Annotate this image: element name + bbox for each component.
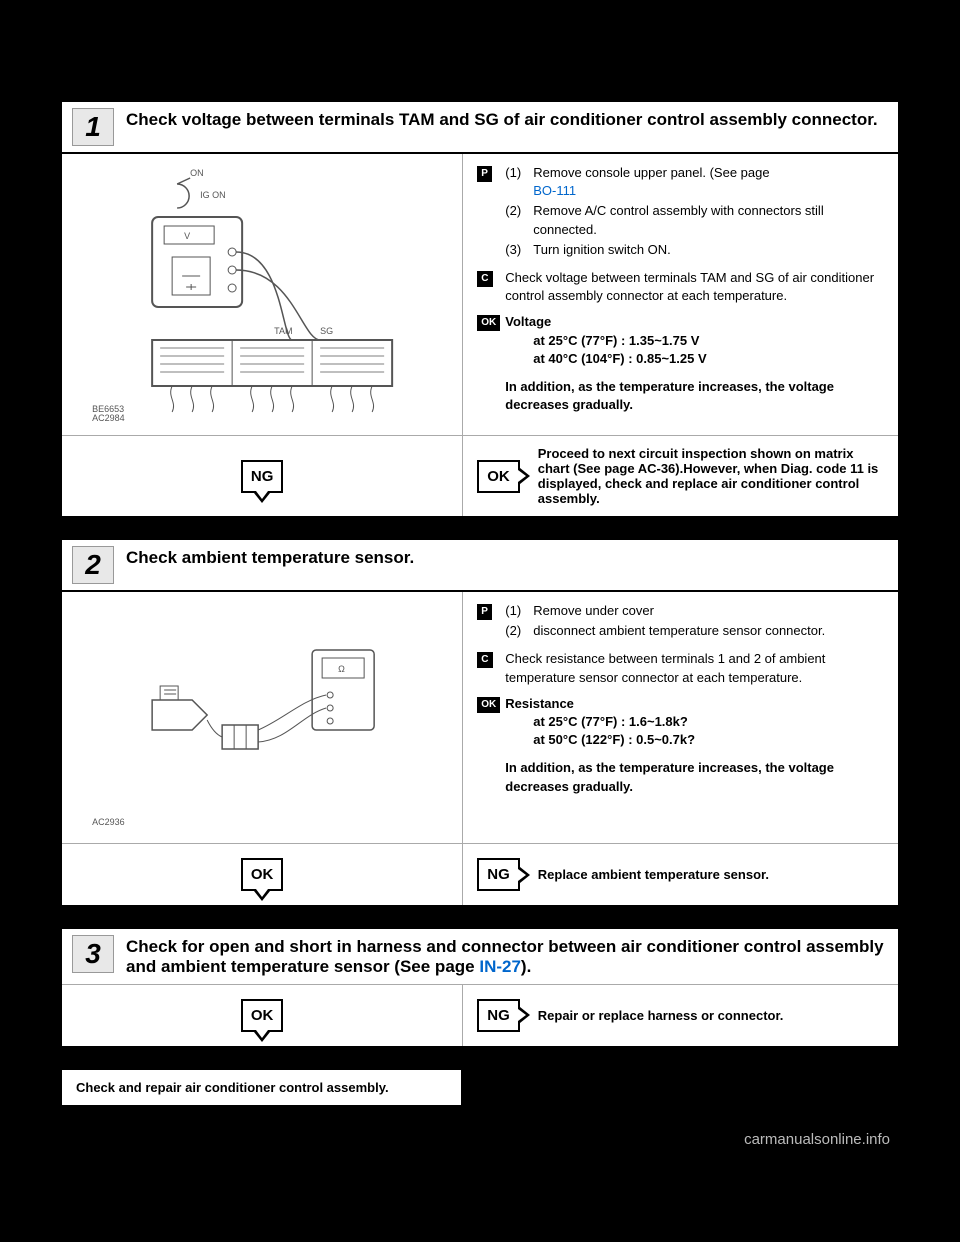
step-1-result-row: NG OK Proceed to next circuit inspection… [62, 435, 898, 516]
ng-badge: NG [241, 460, 284, 493]
step-1: 1 Check voltage between terminals TAM an… [60, 100, 900, 518]
step-3: 3 Check for open and short in harness an… [60, 927, 900, 1048]
step-1-header: 1 Check voltage between terminals TAM an… [62, 102, 898, 154]
step-3-number: 3 [72, 935, 114, 973]
step-3-ng-result-text: Repair or replace harness or connector. [538, 1008, 784, 1023]
final-action: Check and repair air conditioner control… [60, 1068, 463, 1107]
step-2-addendum: In addition, as the temperature increase… [505, 759, 884, 795]
step-2-p1: (1) Remove under cover [505, 602, 884, 620]
step-1-p2: (2) Remove A/C control assembly with con… [505, 202, 884, 238]
step-3-title-post: ). [521, 957, 531, 976]
step-1-diagram: ON IG ON V TAM [62, 154, 463, 435]
svg-text:V: V [184, 231, 190, 241]
step-1-addendum: In addition, as the temperature increase… [505, 378, 884, 414]
c-badge-icon: C [477, 271, 492, 287]
step-1-title: Check voltage between terminals TAM and … [126, 108, 878, 130]
step-2-ok-block: OK Resistance at 25°C (77°F) : 1.6~1.8k?… [477, 695, 884, 796]
step-2: 2 Check ambient temperature sensor. Ω [60, 538, 900, 907]
step-2-header: 2 Check ambient temperature sensor. [62, 540, 898, 592]
svg-text:TAM: TAM [274, 326, 292, 336]
step-1-c-block: C Check voltage between terminals TAM an… [477, 269, 884, 305]
ng-badge: NG [477, 858, 520, 891]
ok-badge: OK [477, 460, 520, 493]
step-1-ok-cell: OK Proceed to next circuit inspection sh… [463, 436, 898, 516]
p-badge-icon: P [477, 166, 492, 182]
step-1-p3-text: Turn ignition switch ON. [533, 241, 671, 259]
step-1-ok-result-text: Proceed to next circuit inspection shown… [538, 446, 884, 506]
step-2-number: 2 [72, 546, 114, 584]
step-2-resistance-50c: at 50°C (122°F) : 0.5~0.7k? [533, 731, 884, 749]
step-2-body: Ω AC2936 [62, 592, 898, 843]
ng-badge: NG [477, 999, 520, 1032]
step-2-ng-cell: NG Replace ambient temperature sensor. [463, 844, 898, 905]
step-1-voltage-25c: at 25°C (77°F) : 1.35~1.75 V [533, 332, 884, 350]
page: 1 Check voltage between terminals TAM an… [0, 0, 960, 1188]
ok-badge: OK [241, 999, 284, 1032]
watermark: carmanualsonline.info [60, 1127, 900, 1148]
step-1-p3: (3) Turn ignition switch ON. [505, 241, 884, 259]
svg-text:AC2984: AC2984 [92, 413, 125, 422]
step-2-p-block: P (1) Remove under cover (2) disconnect … [477, 602, 884, 642]
step-2-p2: (2) disconnect ambient temperature senso… [505, 622, 884, 640]
ok-badge-icon: OK [477, 315, 500, 331]
svg-text:IG ON: IG ON [200, 190, 226, 200]
p-badge-icon: P [477, 604, 492, 620]
step-1-instructions: P (1) Remove console upper panel. (See p… [463, 154, 898, 435]
step-1-c-text: Check voltage between terminals TAM and … [505, 269, 884, 305]
step-1-body: ON IG ON V TAM [62, 154, 898, 435]
svg-text:ON: ON [190, 168, 204, 178]
step-2-ng-result-text: Replace ambient temperature sensor. [538, 867, 769, 882]
step-3-ok-cell: OK [62, 985, 463, 1046]
step-2-resistance-25c: at 25°C (77°F) : 1.6~1.8k? [533, 713, 884, 731]
step-1-voltage-40c: at 40°C (104°F) : 0.85~1.25 V [533, 350, 884, 368]
step-2-title: Check ambient temperature sensor. [126, 546, 414, 568]
step-3-header: 3 Check for open and short in harness an… [62, 929, 898, 985]
svg-text:AC2936: AC2936 [92, 817, 125, 827]
link-bo-111[interactable]: BO-111 [533, 183, 576, 198]
svg-text:Ω: Ω [338, 664, 345, 674]
step-1-p2-text: Remove A/C control assembly with connect… [533, 202, 884, 238]
step-2-resistance-label: Resistance [505, 695, 884, 713]
ok-badge-icon: OK [477, 697, 500, 713]
step-1-voltage-label: Voltage [505, 313, 884, 331]
c-badge-icon: C [477, 652, 492, 668]
step-2-instructions: P (1) Remove under cover (2) disconnect … [463, 592, 898, 843]
ok-badge: OK [241, 858, 284, 891]
step-3-result-row: OK NG Repair or replace harness or conne… [62, 985, 898, 1046]
step-3-title: Check for open and short in harness and … [126, 935, 888, 978]
step-2-diagram: Ω AC2936 [62, 592, 463, 843]
link-in-27[interactable]: IN-27 [479, 957, 521, 976]
step-2-ok-cell: OK [62, 844, 463, 905]
step-3-ng-cell: NG Repair or replace harness or connecto… [463, 985, 898, 1046]
step-2-c-block: C Check resistance between terminals 1 a… [477, 650, 884, 686]
step-1-number: 1 [72, 108, 114, 146]
step-2-p1-text: Remove under cover [533, 602, 654, 620]
step-2-p2-text: disconnect ambient temperature sensor co… [533, 622, 825, 640]
svg-text:SG: SG [320, 326, 333, 336]
step-1-p-block: P (1) Remove console upper panel. (See p… [477, 164, 884, 261]
step-1-p1-text: Remove console upper panel. (See page [533, 165, 769, 180]
step-2-result-row: OK NG Replace ambient temperature sensor… [62, 843, 898, 905]
step-1-ok-block: OK Voltage at 25°C (77°F) : 1.35~1.75 V … [477, 313, 884, 414]
step-2-c-text: Check resistance between terminals 1 and… [505, 650, 884, 686]
step-1-p1: (1) Remove console upper panel. (See pag… [505, 164, 884, 200]
step-1-ng-cell: NG [62, 436, 463, 516]
